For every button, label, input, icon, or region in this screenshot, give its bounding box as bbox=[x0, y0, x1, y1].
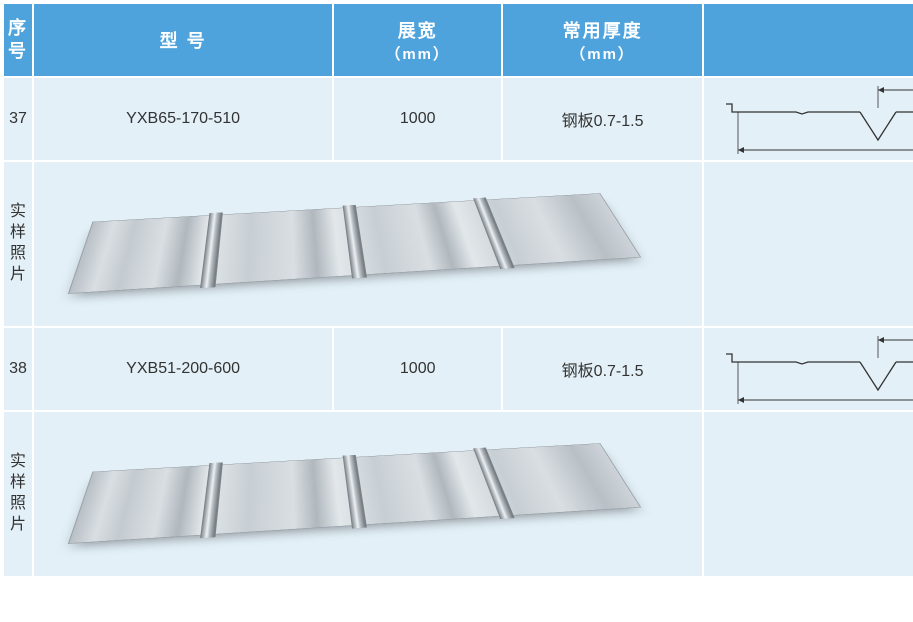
sample-row: 实样照片 常用部位 楼承板 bbox=[4, 412, 913, 576]
model-cell: YXB65-170-510 bbox=[34, 78, 332, 160]
sample-photo-cell bbox=[34, 162, 702, 326]
usage-wrap: 常用部位 楼承板 bbox=[704, 162, 913, 326]
sample-label: 实样照片 bbox=[4, 412, 32, 576]
width-cell: 1000 bbox=[334, 328, 501, 410]
sample-photo bbox=[58, 169, 698, 319]
sample-photo bbox=[58, 419, 698, 569]
sample-photo-ext bbox=[706, 412, 913, 576]
header-model: 型 号 bbox=[34, 4, 332, 76]
header-diagram: 板 型 图 bbox=[704, 4, 913, 76]
spec-row: 37 YXB65-170-510 1000 钢板0.7-1.5 170 65 5… bbox=[4, 78, 913, 160]
header-width: 展宽（mm） bbox=[334, 4, 501, 76]
seq-cell: 37 bbox=[4, 78, 32, 160]
header-seq: 序号 bbox=[4, 4, 32, 76]
sample-photo-cell bbox=[34, 412, 702, 576]
header-thick: 常用厚度（mm） bbox=[503, 4, 702, 76]
width-cell: 1000 bbox=[334, 78, 501, 160]
thick-cell: 钢板0.7-1.5 bbox=[503, 78, 702, 160]
usage-wrap: 常用部位 楼承板 bbox=[704, 412, 913, 576]
sample-row: 实样照片 常用部位 楼承板 bbox=[4, 162, 913, 326]
sample-label: 实样照片 bbox=[4, 162, 32, 326]
header-row: 序号 型 号 展宽（mm） 常用厚度（mm） 板 型 图 bbox=[4, 4, 913, 76]
seq-cell: 38 bbox=[4, 328, 32, 410]
spec-table: 序号 型 号 展宽（mm） 常用厚度（mm） 板 型 图 37 YXB65-17… bbox=[2, 2, 913, 578]
profile-diagram: 200 51 600 bbox=[704, 328, 913, 410]
model-cell: YXB51-200-600 bbox=[34, 328, 332, 410]
spec-row: 38 YXB51-200-600 1000 钢板0.7-1.5 200 51 6… bbox=[4, 328, 913, 410]
profile-diagram: 170 65 510 bbox=[704, 78, 913, 160]
thick-cell: 钢板0.7-1.5 bbox=[503, 328, 702, 410]
sample-photo-ext bbox=[706, 162, 913, 326]
